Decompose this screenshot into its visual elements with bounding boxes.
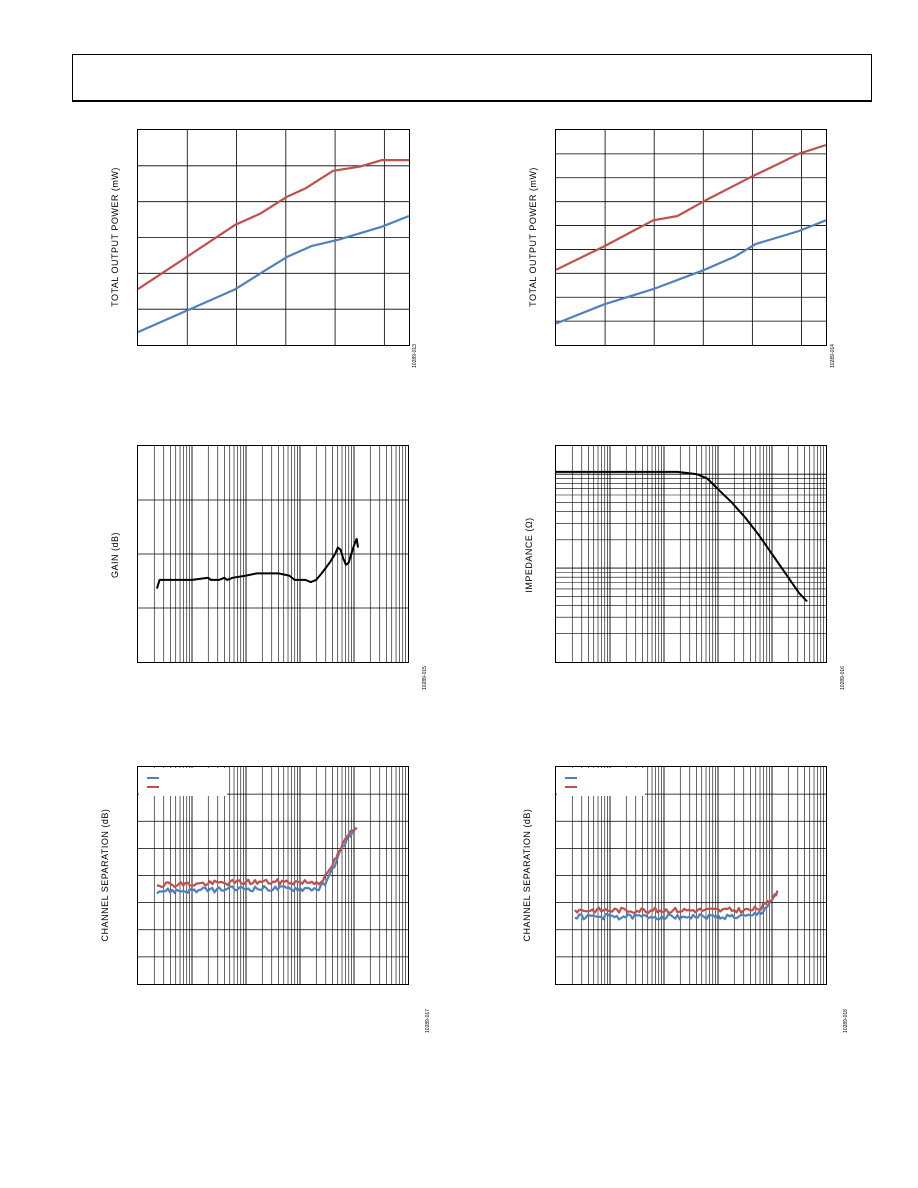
- chart-impedance: [555, 445, 827, 663]
- chart-channel-separation-2: [555, 766, 827, 985]
- chart-svg: [138, 767, 408, 984]
- legend-swatch: [565, 786, 577, 788]
- series-line: [155, 537, 359, 589]
- legend-swatch: [147, 777, 159, 779]
- figure-id: 10289-013: [412, 344, 418, 368]
- y-axis-label: IMPEDANCE (Ω): [524, 517, 534, 593]
- figure-id: 10289-016: [840, 666, 846, 690]
- figure-id: 10289-018: [843, 1009, 849, 1033]
- series-line: [138, 159, 409, 291]
- series-line: [574, 890, 779, 914]
- series-line: [156, 826, 358, 895]
- figure-id: 10289-017: [425, 1009, 431, 1033]
- legend: [139, 768, 227, 796]
- figure-id: 10289-015: [422, 666, 428, 690]
- series-line: [138, 214, 409, 334]
- y-axis-label: TOTAL OUTPUT POWER (mW): [110, 167, 120, 307]
- y-axis-label: CHANNEL SEPARATION (dB): [522, 808, 532, 942]
- chart-channel-separation-1: [137, 766, 409, 985]
- chart-svg: [138, 446, 408, 662]
- figure-id: 10289-014: [830, 344, 836, 368]
- chart-svg: [556, 446, 826, 662]
- chart-gain: [137, 445, 409, 663]
- y-axis-label: GAIN (dB): [110, 532, 120, 579]
- chart-svg: [556, 767, 826, 984]
- chart-total-output-power-2: [555, 129, 827, 346]
- series-line: [556, 470, 808, 603]
- y-axis-label: CHANNEL SEPARATION (dB): [100, 808, 110, 942]
- series-line: [556, 143, 826, 271]
- series-line: [574, 890, 779, 921]
- chart-svg: [556, 130, 826, 345]
- series-line: [156, 827, 358, 888]
- chart-total-output-power-1: [137, 129, 410, 346]
- chart-svg: [138, 130, 409, 345]
- legend-swatch: [147, 786, 159, 788]
- legend: [557, 768, 645, 796]
- legend-swatch: [565, 777, 577, 779]
- y-axis-label: TOTAL OUTPUT POWER (mW): [528, 167, 538, 307]
- series-line: [556, 219, 826, 325]
- page-header-box: [72, 54, 872, 102]
